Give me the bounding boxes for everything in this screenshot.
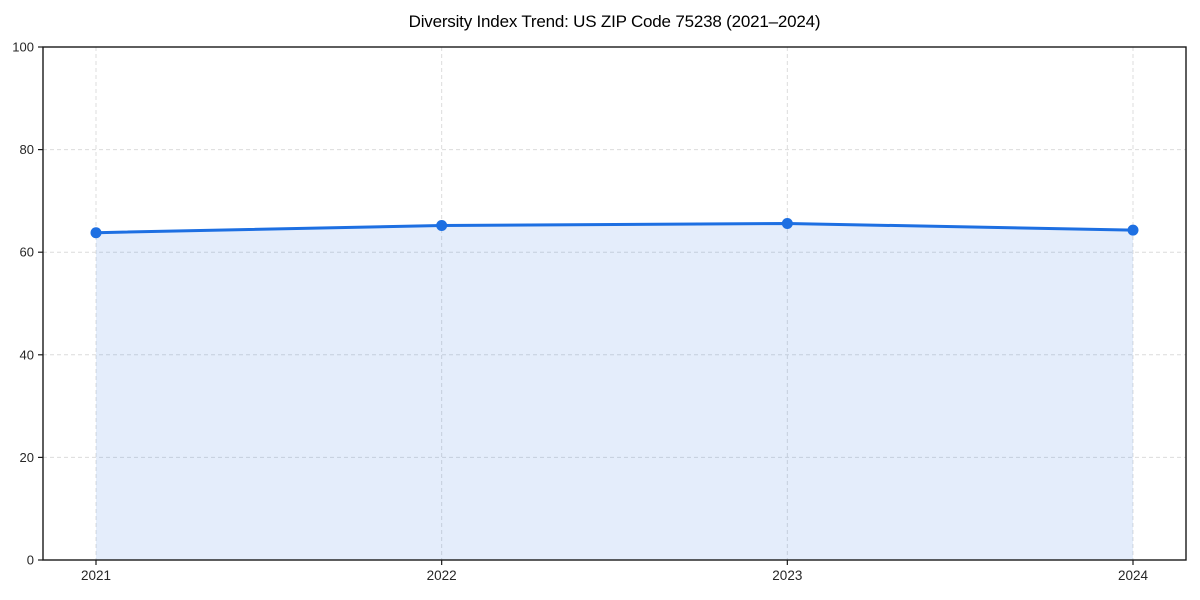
data-point [781, 217, 793, 229]
x-tick-label: 2022 [427, 568, 457, 583]
y-tick-label: 40 [20, 347, 34, 362]
trend-line [94, 221, 1135, 235]
area-fill [96, 223, 1133, 561]
data-point [1127, 224, 1139, 236]
chart-title: Diversity Index Trend: US ZIP Code 75238… [408, 12, 821, 31]
y-tick-label: 100 [12, 40, 34, 55]
x-tick-label: 2023 [772, 568, 802, 583]
data-point [436, 220, 448, 232]
y-tick-label: 20 [20, 450, 34, 465]
y-tick-label: 80 [20, 142, 34, 157]
x-tick-label: 2024 [1118, 568, 1149, 583]
plot-border [42, 46, 1187, 561]
x-tick-label: 2021 [81, 568, 111, 583]
data-point [90, 227, 102, 239]
y-tick-label: 0 [27, 553, 34, 568]
y-tick-label: 60 [20, 245, 34, 260]
